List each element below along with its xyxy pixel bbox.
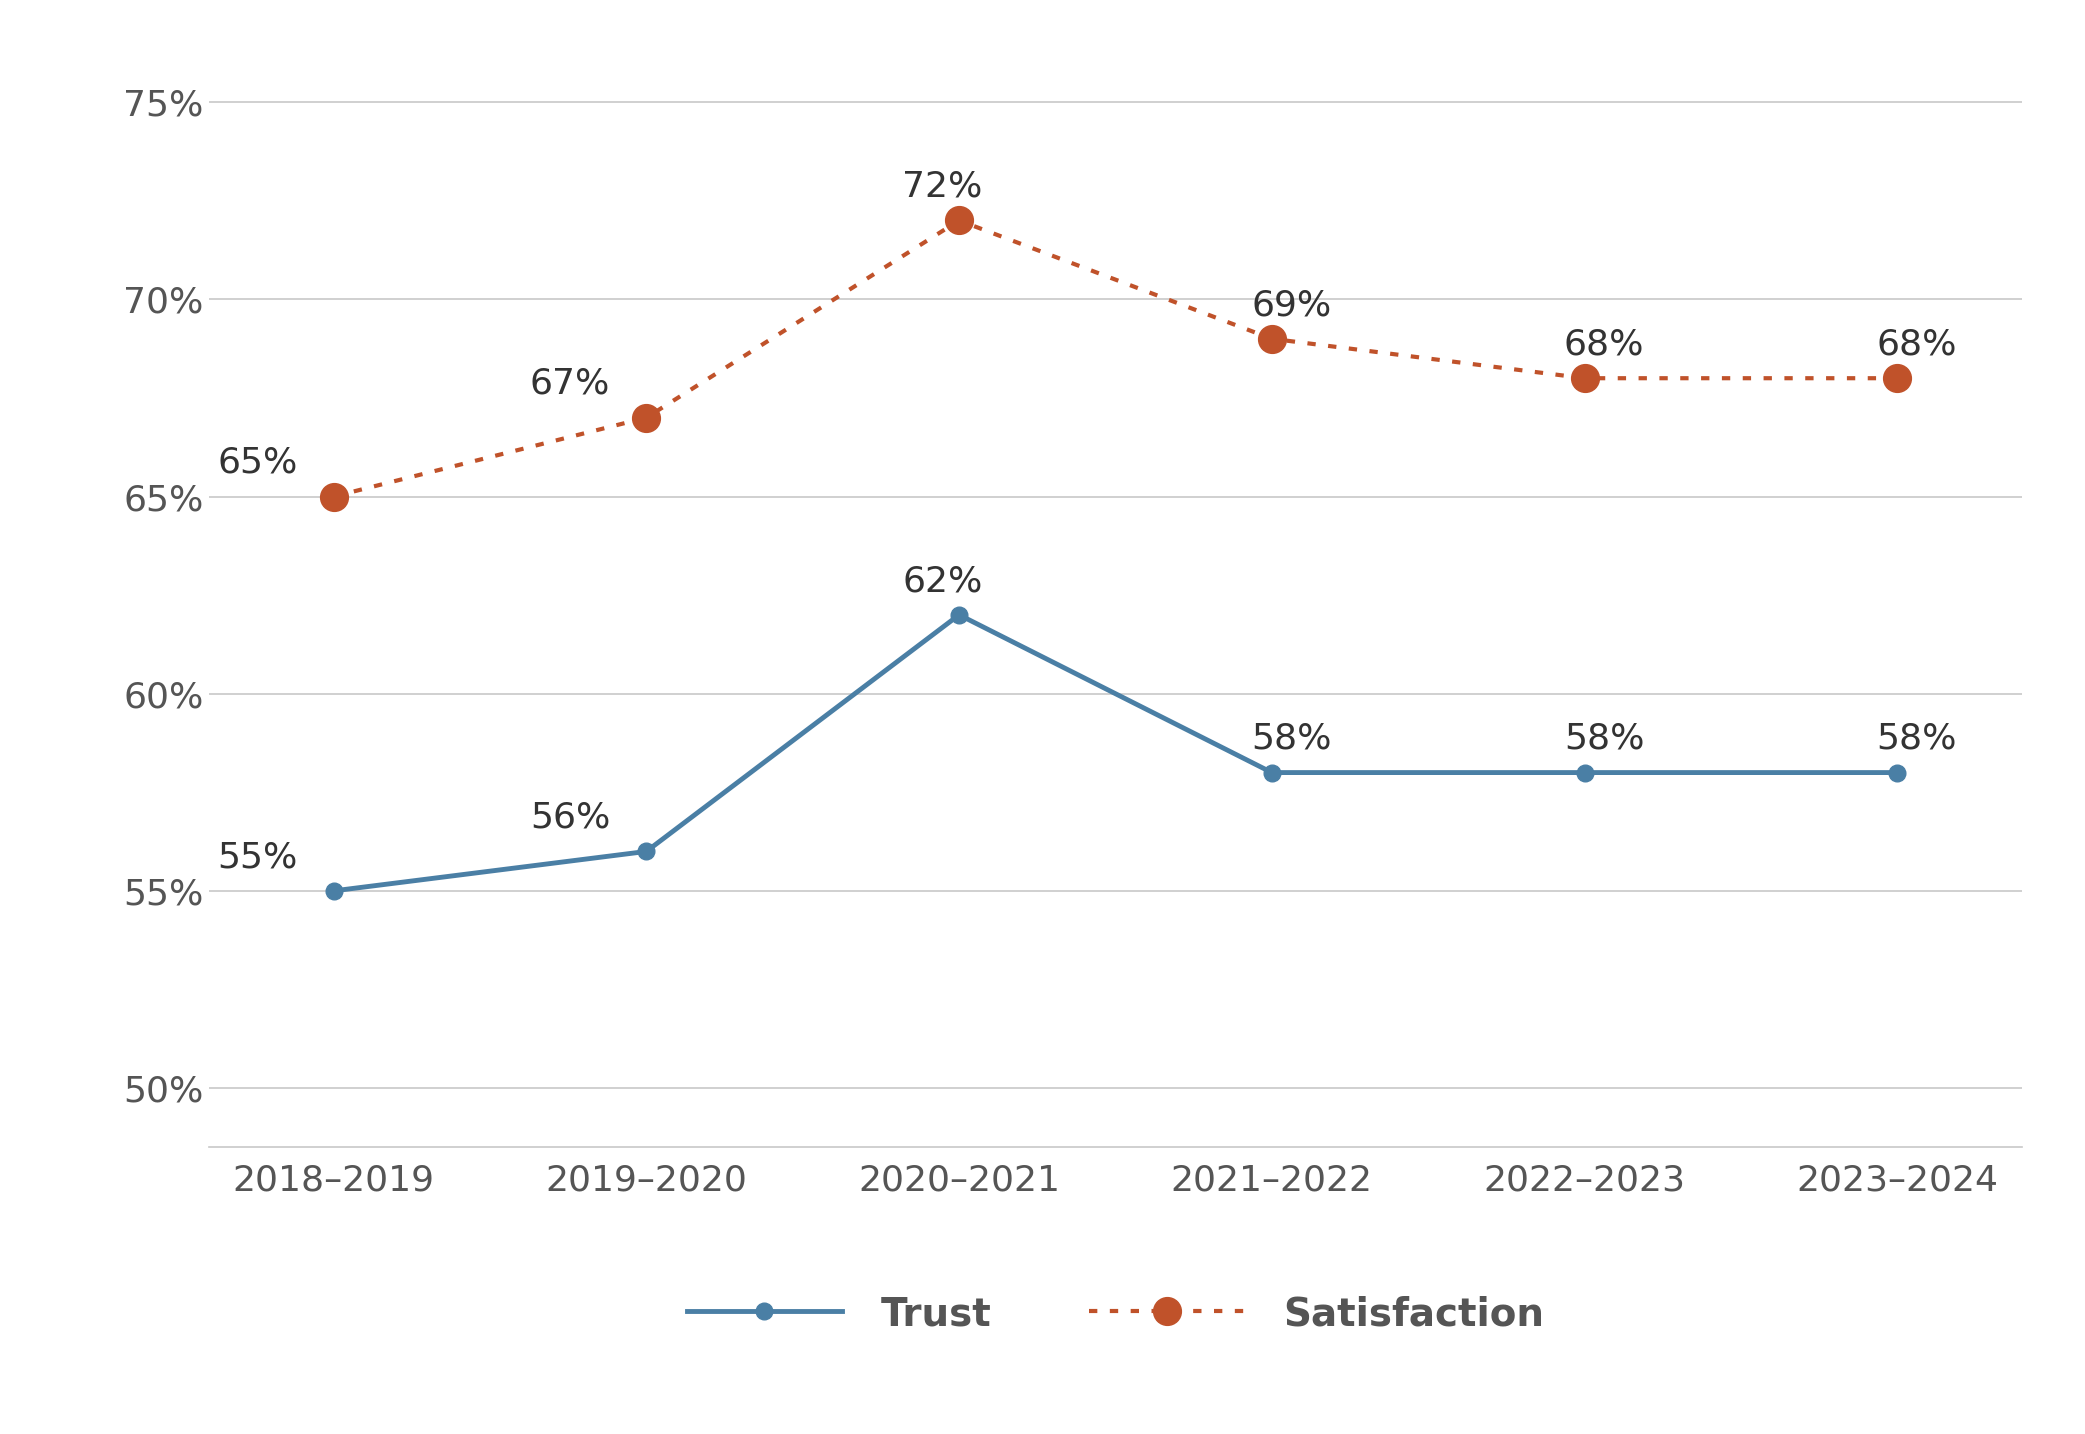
Text: 65%: 65%: [217, 446, 298, 480]
Legend: Trust, Satisfaction: Trust, Satisfaction: [671, 1279, 1560, 1348]
Text: 58%: 58%: [1251, 721, 1332, 756]
Text: 72%: 72%: [903, 169, 982, 204]
Text: 58%: 58%: [1564, 721, 1645, 756]
Text: 62%: 62%: [903, 564, 982, 598]
Text: 56%: 56%: [530, 800, 611, 835]
Text: 58%: 58%: [1876, 721, 1958, 756]
Text: 68%: 68%: [1876, 327, 1958, 361]
Text: 68%: 68%: [1564, 327, 1645, 361]
Text: 55%: 55%: [217, 840, 298, 875]
Text: 67%: 67%: [530, 367, 611, 402]
Text: 69%: 69%: [1251, 288, 1332, 323]
